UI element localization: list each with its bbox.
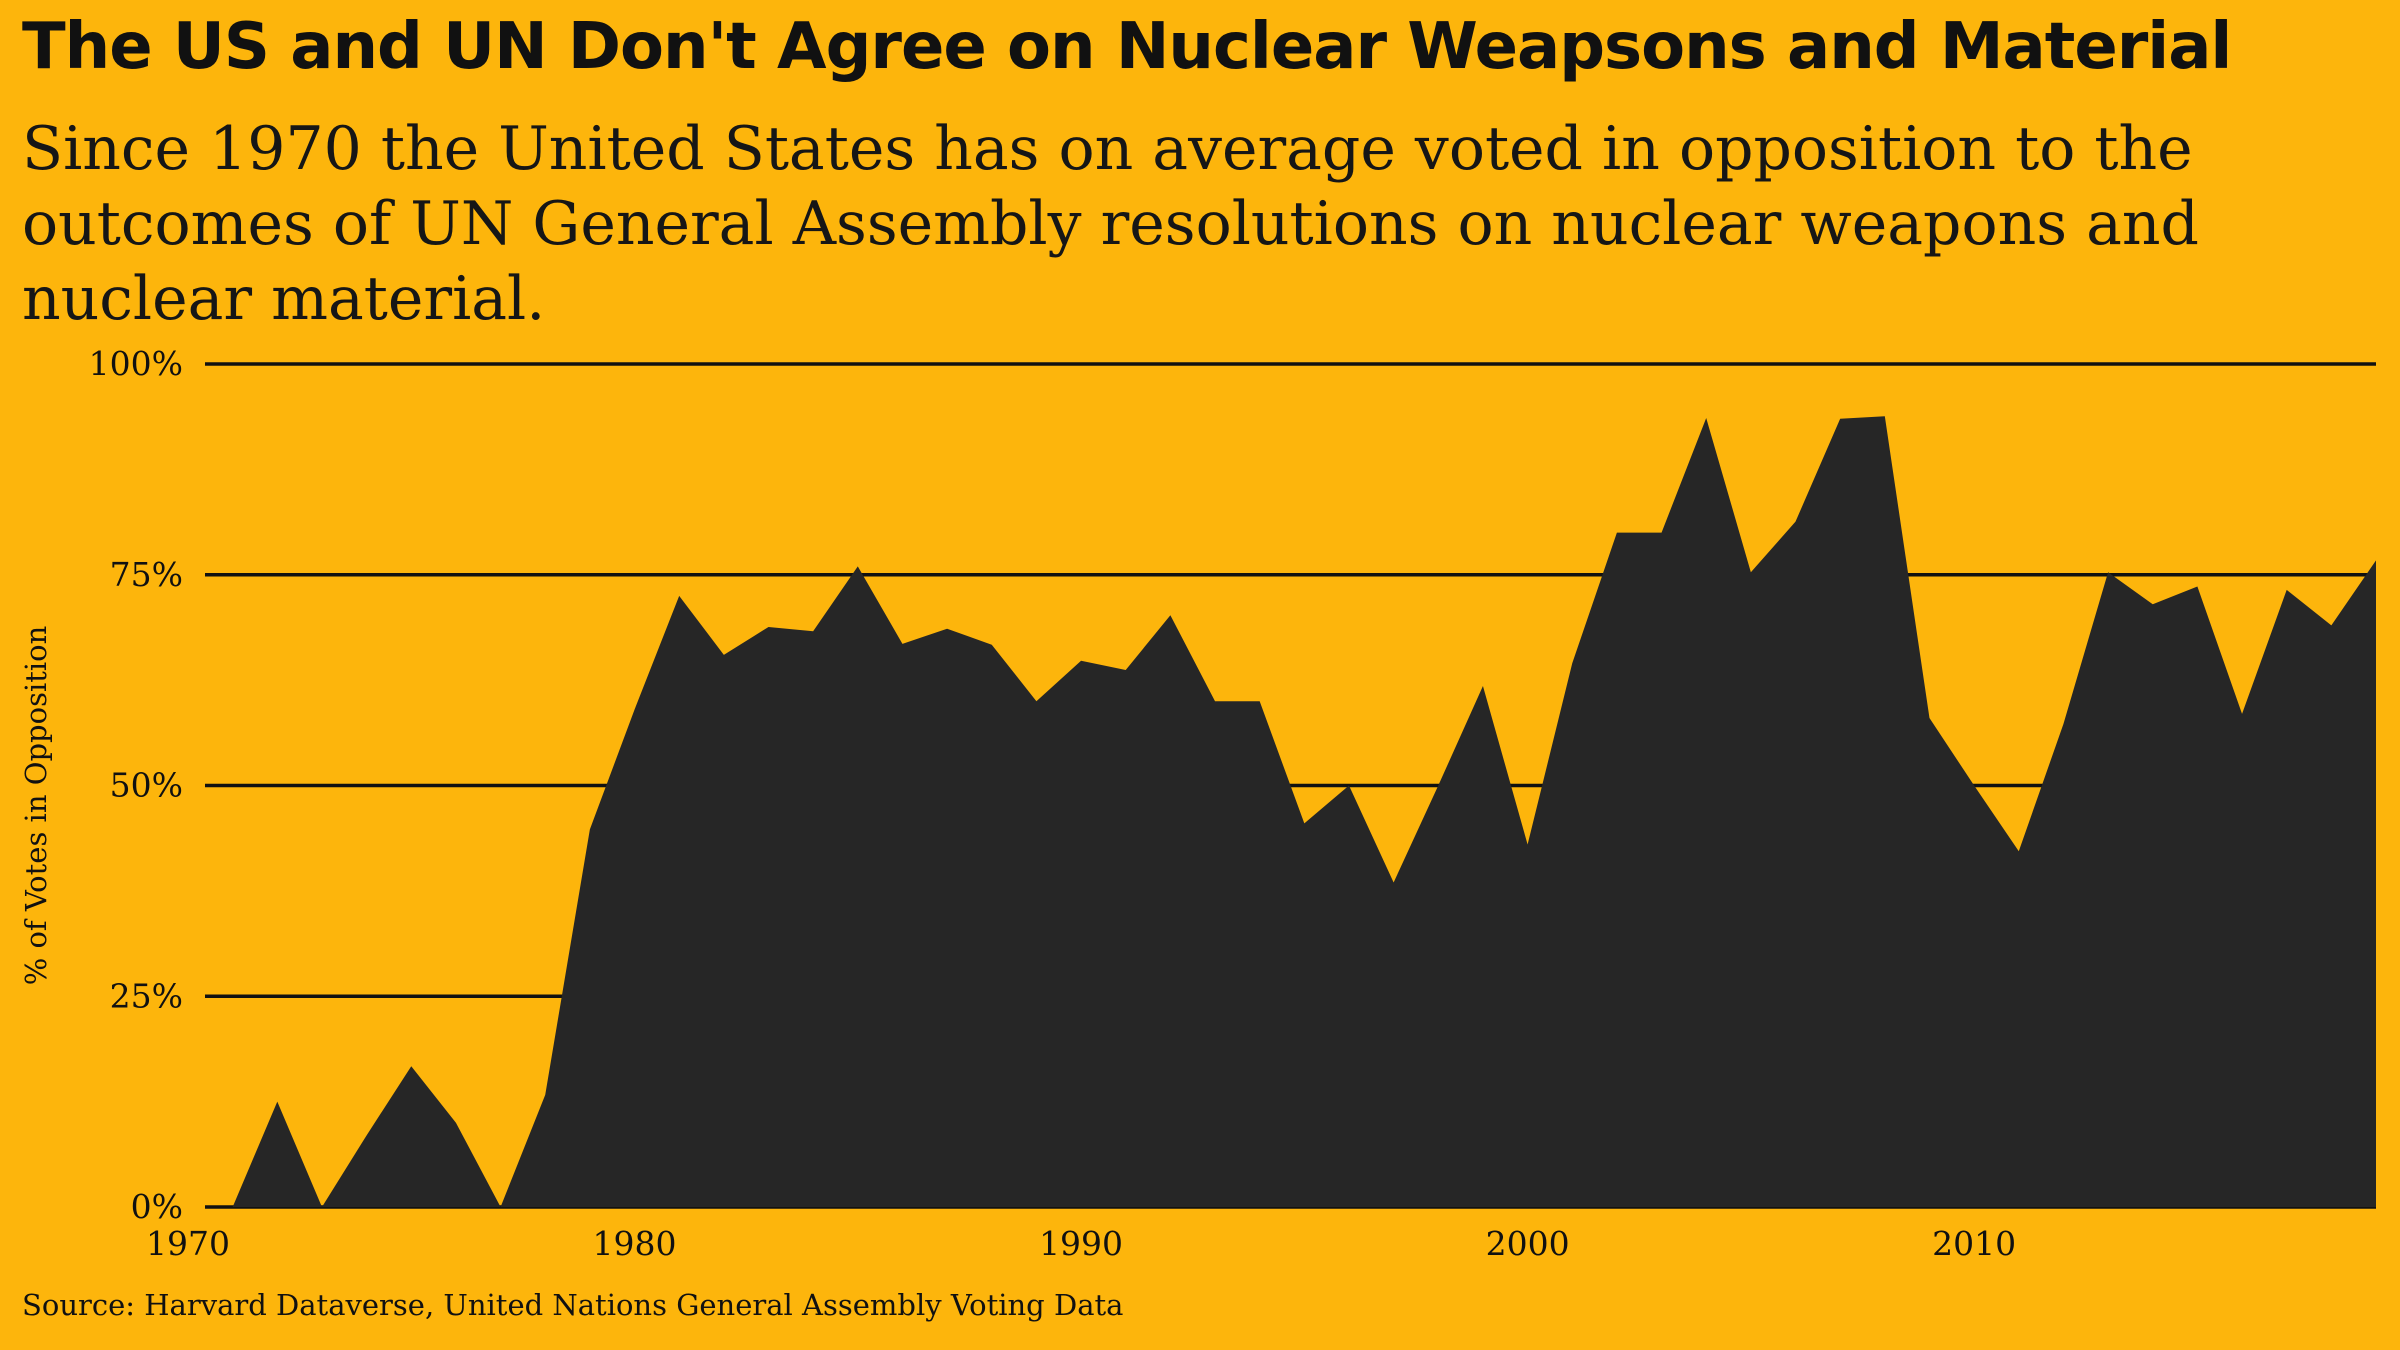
x-axis-ticks: 1970 1980 1990 2000 2010 — [146, 1224, 2016, 1263]
source-note: Source: Harvard Dataverse, United Nation… — [22, 1288, 1124, 1322]
area-series-0 — [232, 416, 2376, 1207]
chart-subtitle: Since 1970 the United States has on aver… — [22, 114, 2199, 334]
y-axis-label: % of Votes in Opposition — [19, 626, 53, 986]
area-layer — [232, 416, 2376, 1207]
y-tick-label: 75% — [110, 555, 183, 594]
x-tick-label: 1980 — [593, 1224, 677, 1263]
y-tick-label: 50% — [110, 766, 183, 805]
chart-title: The US and UN Don't Agree on Nuclear Wea… — [22, 10, 2232, 84]
x-tick-label: 1970 — [146, 1224, 230, 1263]
y-axis-ticks: 0% 25% 50% 75% 100% — [89, 344, 183, 1226]
y-tick-label: 100% — [89, 344, 183, 383]
y-tick-label: 0% — [131, 1187, 183, 1226]
x-tick-label: 2010 — [1932, 1224, 2016, 1263]
x-tick-label: 1990 — [1039, 1224, 1123, 1263]
y-tick-label: 25% — [110, 976, 183, 1015]
x-tick-label: 2000 — [1486, 1224, 1570, 1263]
